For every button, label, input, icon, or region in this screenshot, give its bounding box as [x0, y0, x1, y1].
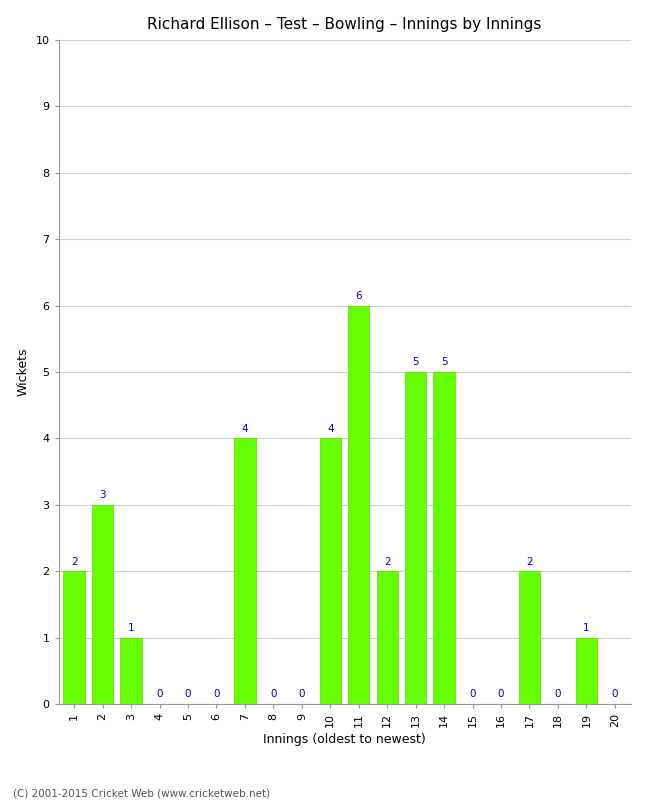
Bar	[120, 638, 142, 704]
Text: 0: 0	[156, 690, 162, 699]
Text: (C) 2001-2015 Cricket Web (www.cricketweb.net): (C) 2001-2015 Cricket Web (www.cricketwe…	[13, 788, 270, 798]
Text: 6: 6	[356, 291, 362, 301]
Bar	[64, 571, 84, 704]
Title: Richard Ellison – Test – Bowling – Innings by Innings: Richard Ellison – Test – Bowling – Innin…	[148, 17, 541, 32]
Y-axis label: Wickets: Wickets	[17, 348, 30, 396]
Text: 5: 5	[441, 358, 447, 367]
Text: 0: 0	[469, 690, 476, 699]
Text: 4: 4	[327, 424, 333, 434]
Text: 0: 0	[298, 690, 305, 699]
Text: 2: 2	[526, 557, 533, 566]
Text: 5: 5	[412, 358, 419, 367]
Text: 2: 2	[384, 557, 391, 566]
Bar	[320, 438, 341, 704]
Text: 0: 0	[270, 690, 277, 699]
Text: 1: 1	[583, 623, 590, 633]
Text: 4: 4	[242, 424, 248, 434]
Bar	[434, 372, 455, 704]
Text: 0: 0	[213, 690, 220, 699]
Text: 2: 2	[71, 557, 77, 566]
Bar	[234, 438, 255, 704]
Text: 3: 3	[99, 490, 106, 500]
Bar	[376, 571, 398, 704]
Text: 0: 0	[498, 690, 504, 699]
Text: 0: 0	[554, 690, 561, 699]
Text: 0: 0	[185, 690, 191, 699]
Bar	[519, 571, 540, 704]
Bar	[348, 306, 369, 704]
Bar	[576, 638, 597, 704]
Bar	[405, 372, 426, 704]
X-axis label: Innings (oldest to newest): Innings (oldest to newest)	[263, 733, 426, 746]
Bar	[92, 505, 113, 704]
Text: 0: 0	[612, 690, 618, 699]
Text: 1: 1	[128, 623, 135, 633]
